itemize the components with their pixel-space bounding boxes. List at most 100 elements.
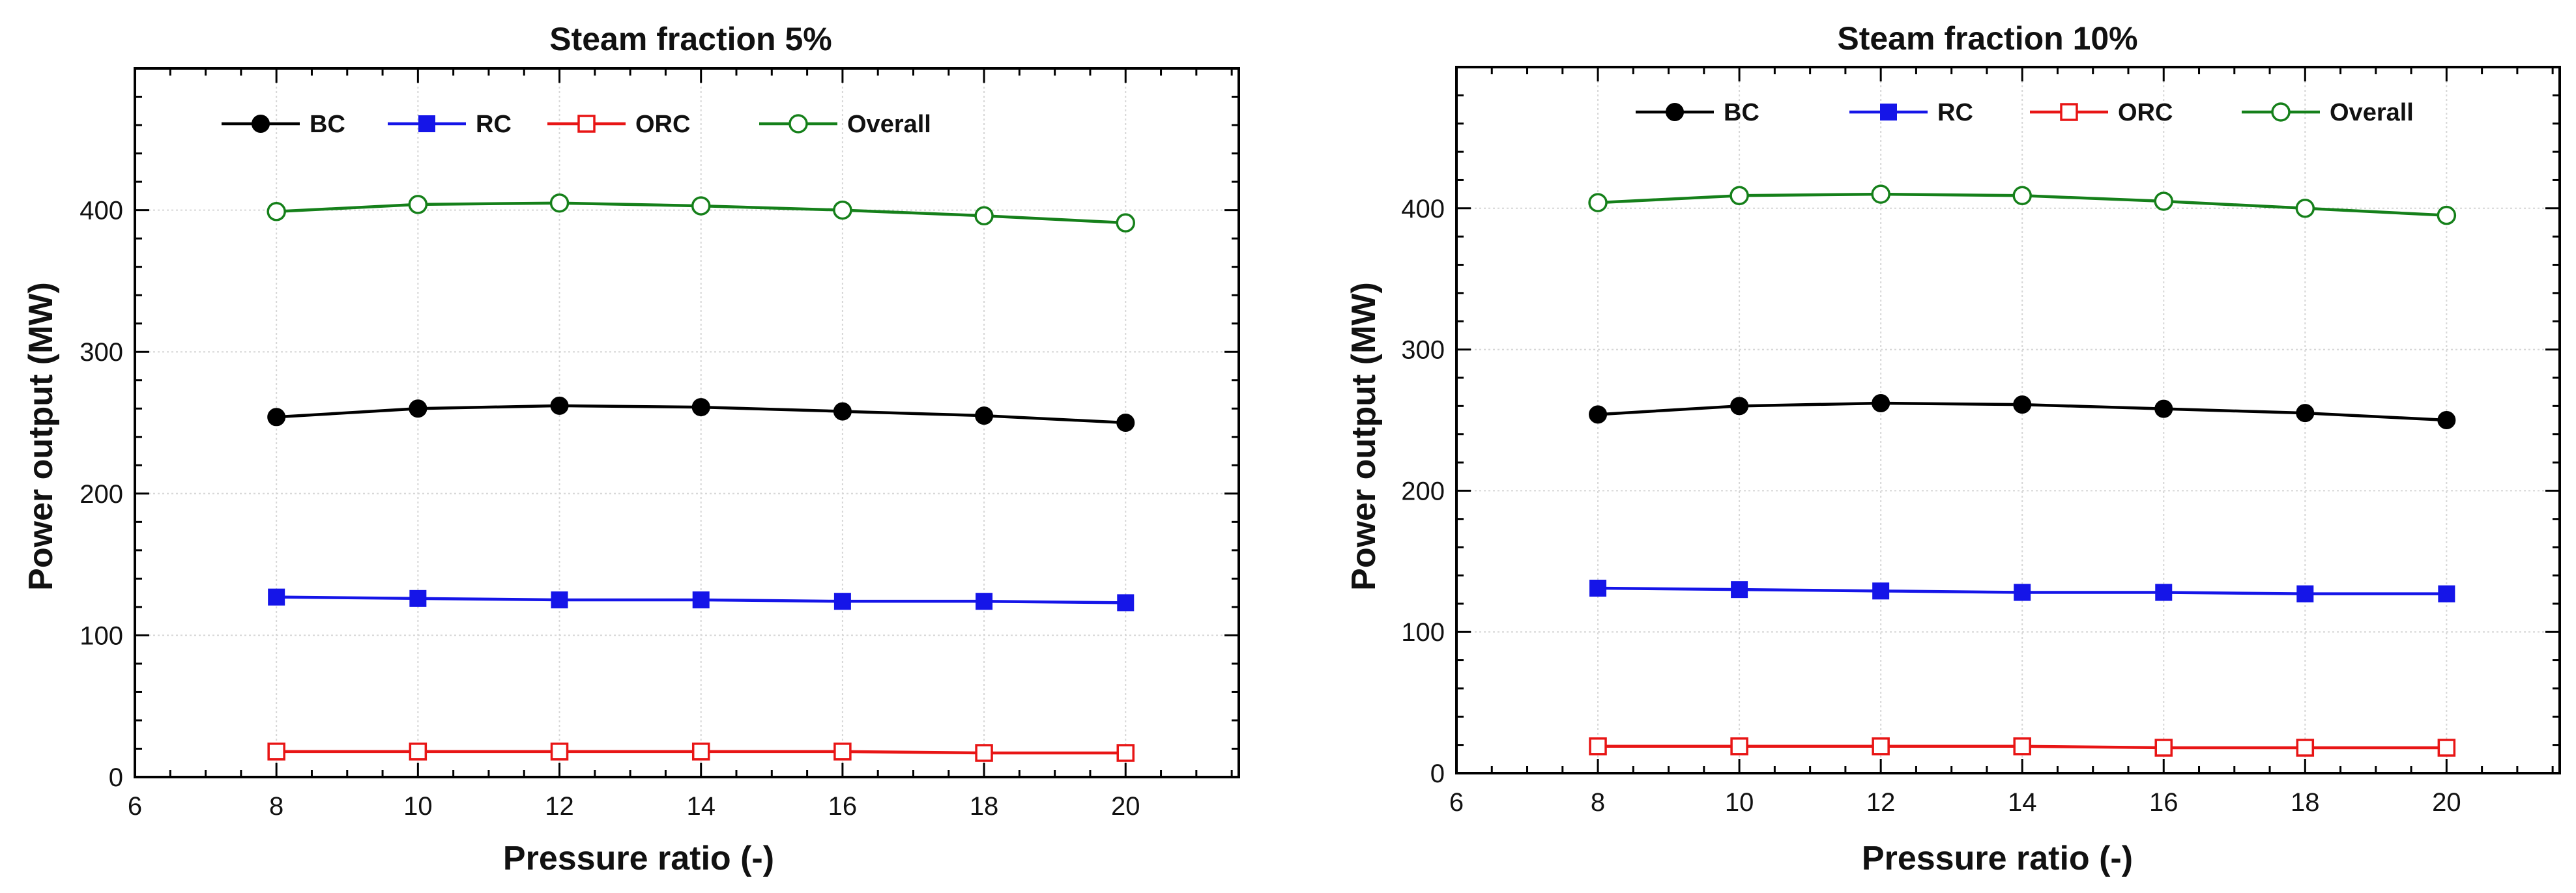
data-point-overall xyxy=(833,200,852,220)
legend-label: ORC xyxy=(2118,99,2173,126)
y-axis-label: Power output (MW) xyxy=(22,282,60,591)
data-point-bc xyxy=(2013,395,2032,414)
x-tick-label: 20 xyxy=(1111,792,1140,821)
series-overall xyxy=(1588,184,2457,225)
data-point-orc xyxy=(1589,737,1607,756)
data-point-overall xyxy=(974,206,994,226)
data-point-bc xyxy=(550,396,569,415)
x-tick-label: 16 xyxy=(2149,788,2178,817)
data-point-bc xyxy=(2437,411,2456,429)
data-point-rc xyxy=(2296,585,2314,602)
legend-entry-bc: BC xyxy=(1636,99,1759,126)
data-point-bc xyxy=(1730,397,1749,416)
series-orc xyxy=(1589,737,2456,757)
data-point-rc xyxy=(1117,594,1135,612)
data-point-rc xyxy=(833,593,851,610)
data-point-overall xyxy=(1729,186,1749,206)
x-tick-label: 10 xyxy=(1725,788,1754,817)
data-point-bc xyxy=(1872,393,1890,412)
x-tick-label: 18 xyxy=(970,792,999,821)
x-tick-label: 20 xyxy=(2432,788,2461,817)
data-point-overall xyxy=(1588,193,1608,212)
data-point-overall xyxy=(2012,186,2032,206)
data-point-rc xyxy=(976,593,993,610)
data-point-overall xyxy=(2437,205,2457,225)
legend-marker xyxy=(2060,103,2078,121)
series-overall xyxy=(267,193,1136,233)
data-point-rc xyxy=(268,588,285,606)
x-tick-label: 6 xyxy=(128,792,142,821)
data-point-bc xyxy=(409,399,427,418)
legend-label: BC xyxy=(1724,99,1759,126)
data-point-rc xyxy=(551,591,568,608)
x-tick-label: 10 xyxy=(403,792,433,821)
data-point-orc xyxy=(833,743,852,761)
data-point-rc xyxy=(1731,581,1748,599)
data-point-rc xyxy=(2155,584,2173,601)
y-tick-label: 400 xyxy=(80,197,123,225)
x-axis-label: Pressure ratio (-) xyxy=(503,840,774,877)
data-point-overall xyxy=(2154,191,2174,211)
plot-frame xyxy=(1455,66,2561,774)
y-tick-label: 300 xyxy=(80,338,123,367)
data-point-orc xyxy=(1730,737,1748,756)
x-tick-label: 14 xyxy=(2008,788,2037,817)
data-point-overall xyxy=(1116,213,1136,233)
legend-label: RC xyxy=(1937,99,1973,126)
legend-label: BC xyxy=(310,111,345,138)
legend-entry-overall: Overall xyxy=(759,111,931,138)
x-tick-label: 6 xyxy=(1449,788,1464,817)
data-point-orc xyxy=(1116,744,1135,762)
x-tick-label: 12 xyxy=(1866,788,1896,817)
data-point-overall xyxy=(549,193,570,213)
legend-entry-orc: ORC xyxy=(547,111,690,138)
data-point-rc xyxy=(1589,579,1607,597)
x-tick-label: 8 xyxy=(269,792,283,821)
legend-entry-rc: RC xyxy=(388,111,512,138)
data-point-bc xyxy=(691,398,710,417)
legend-entry-bc: BC xyxy=(222,111,345,138)
data-point-bc xyxy=(267,408,286,427)
chart-title: Steam fraction 5% xyxy=(549,21,832,57)
y-tick-label: 0 xyxy=(1430,759,1445,788)
data-point-orc xyxy=(1872,737,1890,756)
x-axis-label: Pressure ratio (-) xyxy=(1862,840,2133,877)
y-axis-label: Power output (MW) xyxy=(1345,282,1383,591)
legend-marker xyxy=(2271,102,2291,122)
series-bc xyxy=(267,396,1135,432)
data-point-orc xyxy=(550,743,569,761)
data-point-bc xyxy=(1116,414,1135,432)
data-point-overall xyxy=(2295,199,2315,218)
data-point-orc xyxy=(2296,739,2315,757)
legend-label: RC xyxy=(476,111,512,138)
y-tick-label: 300 xyxy=(1401,336,1445,365)
legend-label: Overall xyxy=(2330,99,2414,126)
data-point-rc xyxy=(409,589,427,607)
data-point-rc xyxy=(1872,582,1890,600)
series-rc xyxy=(268,588,1135,612)
legend-marker xyxy=(1666,103,1684,121)
data-point-rc xyxy=(692,591,710,608)
data-point-orc xyxy=(975,744,993,762)
x-tick-label: 18 xyxy=(2291,788,2320,817)
series-orc xyxy=(267,743,1135,762)
x-tick-label: 12 xyxy=(545,792,574,821)
data-point-bc xyxy=(2296,404,2315,423)
data-point-bc xyxy=(1589,405,1608,424)
legend-marker xyxy=(577,115,596,133)
data-point-orc xyxy=(2437,739,2456,757)
data-point-orc xyxy=(2154,739,2173,757)
data-point-overall xyxy=(691,196,711,216)
data-point-overall xyxy=(408,195,428,214)
data-point-overall xyxy=(1871,184,1890,204)
series-rc xyxy=(1589,579,2455,602)
y-tick-label: 100 xyxy=(80,621,123,650)
data-point-overall xyxy=(267,202,286,221)
legend-marker xyxy=(418,115,435,132)
legend-entry-orc: ORC xyxy=(2030,99,2173,126)
y-tick-label: 200 xyxy=(80,480,123,509)
legend-marker xyxy=(1880,104,1897,120)
data-point-orc xyxy=(2013,737,2031,756)
